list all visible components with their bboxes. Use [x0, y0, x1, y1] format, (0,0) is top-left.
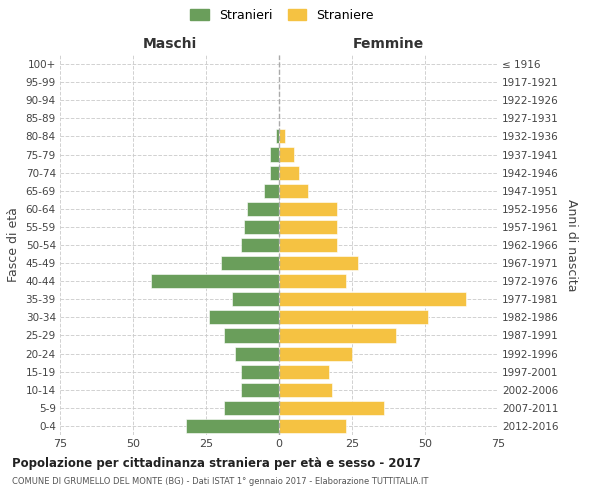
Bar: [151, 274, 279, 288]
Bar: [279, 166, 299, 179]
Bar: [265, 184, 279, 198]
Bar: [224, 401, 279, 415]
Bar: [279, 346, 352, 360]
Bar: [279, 148, 293, 162]
Bar: [241, 364, 279, 378]
Text: Popolazione per cittadinanza straniera per età e sesso - 2017: Popolazione per cittadinanza straniera p…: [12, 458, 421, 470]
Text: Femmine: Femmine: [353, 38, 424, 52]
Bar: [241, 238, 279, 252]
Bar: [279, 184, 308, 198]
Bar: [279, 130, 285, 143]
Y-axis label: Fasce di età: Fasce di età: [7, 208, 20, 282]
Bar: [279, 382, 332, 397]
Legend: Stranieri, Straniere: Stranieri, Straniere: [190, 8, 374, 22]
Bar: [279, 256, 358, 270]
Bar: [279, 220, 337, 234]
Bar: [279, 401, 384, 415]
Y-axis label: Anni di nascita: Anni di nascita: [565, 198, 578, 291]
Bar: [270, 166, 279, 179]
Bar: [235, 346, 279, 360]
Bar: [279, 292, 466, 306]
Bar: [279, 328, 396, 342]
Bar: [244, 220, 279, 234]
Text: COMUNE DI GRUMELLO DEL MONTE (BG) - Dati ISTAT 1° gennaio 2017 - Elaborazione TU: COMUNE DI GRUMELLO DEL MONTE (BG) - Dati…: [12, 478, 428, 486]
Bar: [209, 310, 279, 324]
Bar: [279, 238, 337, 252]
Bar: [279, 274, 346, 288]
Bar: [221, 256, 279, 270]
Bar: [279, 419, 346, 433]
Bar: [224, 328, 279, 342]
Text: Maschi: Maschi: [142, 38, 197, 52]
Bar: [247, 202, 279, 216]
Bar: [279, 310, 428, 324]
Bar: [185, 419, 279, 433]
Bar: [279, 202, 337, 216]
Bar: [241, 382, 279, 397]
Bar: [279, 364, 329, 378]
Bar: [276, 130, 279, 143]
Bar: [232, 292, 279, 306]
Bar: [270, 148, 279, 162]
